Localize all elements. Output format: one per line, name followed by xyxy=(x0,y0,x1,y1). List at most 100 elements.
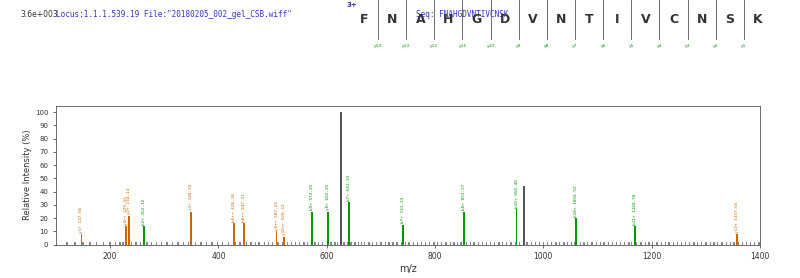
Bar xyxy=(307,242,309,245)
Bar xyxy=(494,242,495,245)
Bar xyxy=(206,242,207,245)
Bar xyxy=(591,242,593,245)
Bar xyxy=(254,242,256,245)
Bar xyxy=(110,242,111,245)
Bar xyxy=(119,242,121,245)
Bar xyxy=(233,224,234,245)
Bar xyxy=(689,242,690,245)
Bar xyxy=(498,242,500,245)
Bar xyxy=(482,242,483,245)
Bar xyxy=(96,242,98,245)
Text: b8++ 447.21: b8++ 447.21 xyxy=(242,193,246,222)
Bar xyxy=(463,212,465,245)
Bar xyxy=(243,224,245,245)
Bar xyxy=(523,186,526,245)
Bar xyxy=(402,225,404,245)
Text: y2: y2 xyxy=(713,44,718,48)
Bar xyxy=(275,231,278,245)
Bar xyxy=(372,242,374,245)
Bar xyxy=(608,242,609,245)
Bar xyxy=(343,242,345,245)
Bar xyxy=(341,112,342,245)
Bar xyxy=(82,242,84,245)
Text: N: N xyxy=(387,13,398,26)
Bar xyxy=(81,234,82,245)
Bar xyxy=(346,242,348,245)
Text: y3: y3 xyxy=(685,44,690,48)
Bar xyxy=(636,242,638,245)
Bar xyxy=(571,242,572,245)
Text: Seq: FNAHGDVNTIVCNSK: Seq: FNAHGDVNTIVCNSK xyxy=(416,10,509,19)
Bar xyxy=(74,242,76,245)
Bar xyxy=(358,242,359,245)
Bar xyxy=(612,242,614,245)
Text: D: D xyxy=(499,13,510,26)
Bar xyxy=(128,215,130,245)
Bar xyxy=(648,242,650,245)
Bar xyxy=(506,242,507,245)
X-axis label: m/z: m/z xyxy=(399,264,417,274)
Text: y6: y6 xyxy=(601,44,606,48)
Text: b7+ 741.33: b7+ 741.33 xyxy=(402,197,406,224)
Bar xyxy=(318,242,319,245)
Bar xyxy=(258,242,260,245)
Text: y7: y7 xyxy=(572,44,578,48)
Bar xyxy=(450,242,451,245)
Bar xyxy=(376,242,378,245)
Bar xyxy=(466,242,467,245)
Bar xyxy=(673,242,674,245)
Bar xyxy=(388,242,390,245)
Bar xyxy=(668,242,670,245)
Bar xyxy=(150,242,152,245)
Text: T: T xyxy=(585,13,594,26)
Bar xyxy=(125,226,127,245)
Text: y6++ 507.22: y6++ 507.22 xyxy=(274,201,278,230)
Bar xyxy=(437,242,438,245)
Bar xyxy=(526,242,528,245)
Bar xyxy=(652,242,654,245)
Bar xyxy=(140,242,141,245)
Bar xyxy=(188,242,190,245)
Bar xyxy=(575,218,577,245)
Bar xyxy=(282,237,285,245)
Bar xyxy=(542,242,544,245)
Text: Locus:1.1.1.539.19 File:"20180205_002_gel_CSB.wiff": Locus:1.1.1.539.19 File:"20180205_002_ge… xyxy=(56,10,292,19)
Bar xyxy=(579,242,581,245)
Text: y12: y12 xyxy=(430,44,438,48)
Bar xyxy=(361,242,362,245)
Bar xyxy=(478,242,479,245)
Bar xyxy=(299,242,300,245)
Bar xyxy=(677,242,678,245)
Text: S: S xyxy=(726,13,734,26)
Bar xyxy=(217,242,218,245)
Bar xyxy=(685,242,686,245)
Bar xyxy=(547,242,548,245)
Bar xyxy=(211,242,213,245)
Text: 3+: 3+ xyxy=(347,2,358,8)
Bar xyxy=(490,242,491,245)
Bar xyxy=(417,242,418,245)
Bar xyxy=(146,242,148,245)
Text: b7+ 641.33: b7+ 641.33 xyxy=(347,175,351,201)
Bar xyxy=(291,242,292,245)
Bar xyxy=(645,242,646,245)
Text: A: A xyxy=(415,13,425,26)
Bar xyxy=(583,242,585,245)
Text: y8+ 602.25: y8+ 602.25 xyxy=(326,184,330,210)
Text: b11+ 1168.50: b11+ 1168.50 xyxy=(633,193,637,225)
Bar xyxy=(161,242,162,245)
Bar xyxy=(177,242,178,245)
Bar xyxy=(122,242,124,245)
Bar xyxy=(103,242,104,245)
Bar xyxy=(310,212,313,245)
Bar xyxy=(640,242,642,245)
Bar xyxy=(397,242,398,245)
Bar xyxy=(624,242,626,245)
Bar xyxy=(182,242,184,245)
Bar xyxy=(327,212,329,245)
Bar xyxy=(66,242,67,245)
Bar xyxy=(530,242,532,245)
Text: y8: y8 xyxy=(544,44,550,48)
Bar xyxy=(272,242,274,245)
Bar xyxy=(628,242,630,245)
